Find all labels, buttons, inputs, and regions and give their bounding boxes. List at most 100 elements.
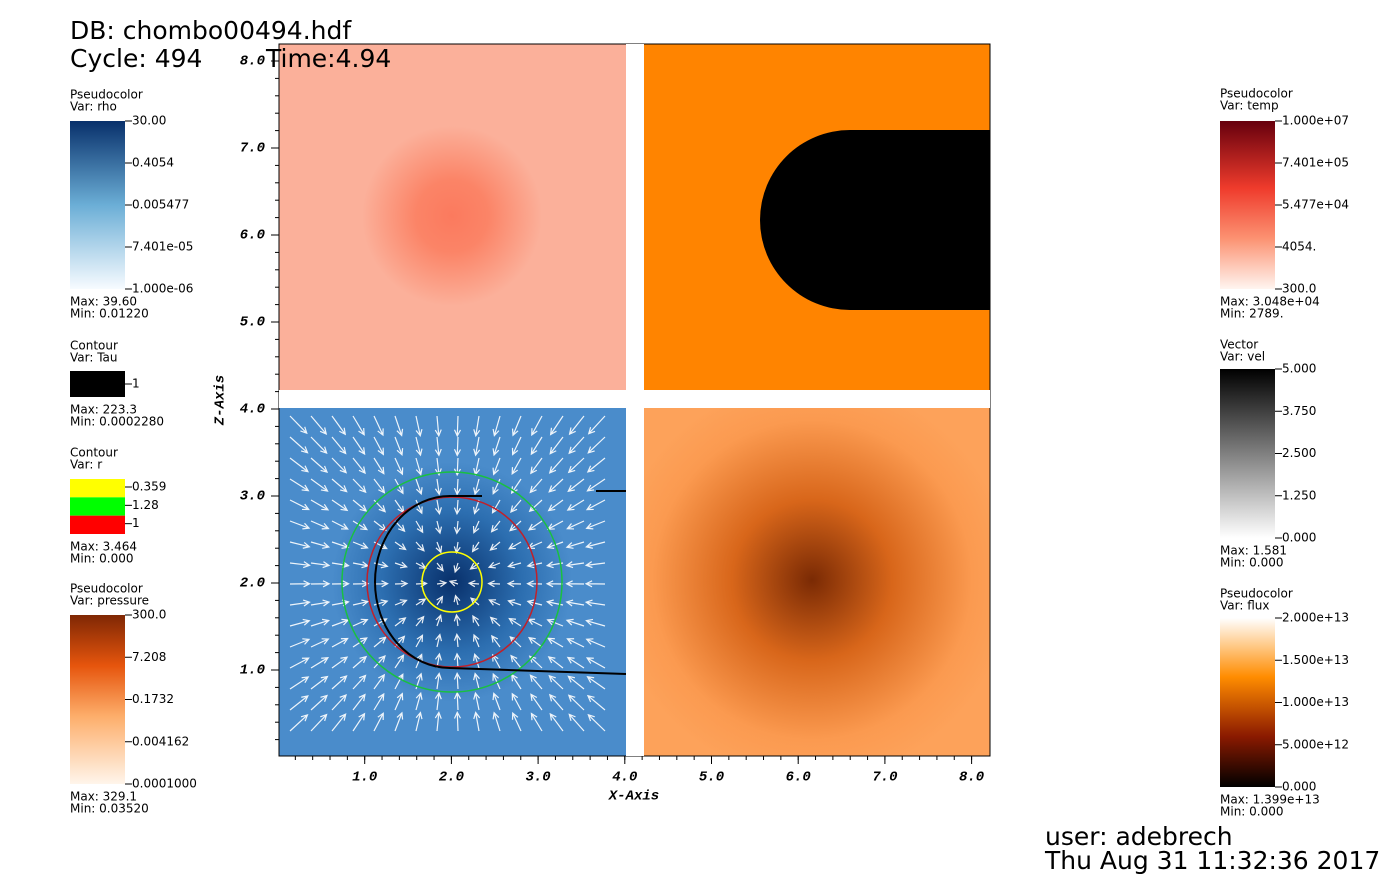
vector-arrow bbox=[415, 598, 427, 606]
x-tick-label: 4.0 bbox=[612, 770, 637, 786]
vector-arrow bbox=[586, 676, 606, 690]
legend-min: Min: 0.0002280 bbox=[70, 415, 164, 429]
vector-arrow bbox=[289, 618, 311, 627]
vector-arrow bbox=[527, 541, 543, 550]
vector-arrow bbox=[585, 541, 606, 549]
legend-max: Max: 329.1 bbox=[70, 790, 137, 804]
vector-arrow bbox=[492, 711, 501, 732]
x-tick-label: 1.0 bbox=[352, 770, 377, 786]
legend-label: 1.28 bbox=[132, 498, 159, 512]
vector-arrow bbox=[453, 613, 461, 627]
vector-arrow bbox=[394, 457, 404, 476]
vector-arrow bbox=[289, 457, 309, 473]
x-tick-label: 8.0 bbox=[959, 770, 984, 786]
vector-arrow bbox=[473, 499, 480, 515]
vector-arrow bbox=[310, 561, 331, 569]
vector-arrow bbox=[352, 457, 366, 475]
vector-arrow bbox=[373, 636, 387, 648]
vector-arrow bbox=[511, 711, 522, 732]
vector-arrow bbox=[394, 654, 405, 669]
legend-var: Var: vel bbox=[1220, 350, 1265, 364]
legend-min: Min: 0.03520 bbox=[70, 802, 149, 816]
vector-arrow bbox=[289, 478, 310, 492]
vector-arrow bbox=[453, 691, 461, 711]
vector-arrow bbox=[289, 714, 309, 732]
legend-label: 300.0 bbox=[1282, 282, 1316, 296]
y-tick-label: 3.0 bbox=[240, 489, 265, 505]
vector-arrow bbox=[331, 457, 348, 474]
vector-arrow bbox=[373, 520, 387, 532]
vector-arrow bbox=[434, 672, 442, 690]
vector-arrow bbox=[531, 415, 543, 437]
vector-arrow bbox=[549, 712, 564, 732]
vector-arrow bbox=[331, 415, 347, 436]
gap bbox=[279, 390, 990, 408]
legend-title: Contour bbox=[70, 446, 118, 460]
legend-label: 30.00 bbox=[132, 114, 166, 128]
y-axis-label: Z-Axis bbox=[213, 375, 229, 426]
legend-label: 1 bbox=[132, 377, 140, 391]
vector-arrow bbox=[492, 672, 501, 690]
legend-label: 0.005477 bbox=[132, 198, 189, 212]
legend-label: 0.1732 bbox=[132, 692, 174, 706]
vector-arrow bbox=[289, 676, 310, 690]
vector-arrow bbox=[331, 499, 349, 512]
legend-min: Min: 0.000 bbox=[1220, 556, 1284, 570]
vector-arrow bbox=[310, 478, 329, 492]
vector-arrow bbox=[415, 615, 425, 627]
vector-arrow bbox=[352, 655, 368, 669]
vector-arrow bbox=[492, 692, 501, 711]
legend-var: Var: r bbox=[70, 458, 102, 472]
vector-arrow bbox=[566, 656, 585, 669]
x-tick-label: 2.0 bbox=[439, 770, 464, 786]
time: Time:4.94 bbox=[265, 44, 391, 73]
vector-arrow bbox=[491, 634, 501, 648]
vector-arrow bbox=[473, 652, 480, 669]
vector-arrow bbox=[289, 657, 310, 669]
vector-arrow bbox=[566, 638, 585, 648]
vector-arrow bbox=[549, 436, 564, 455]
legend-max: Max: 223.3 bbox=[70, 403, 137, 417]
vector-arrow bbox=[331, 436, 347, 455]
legend-min: Min: 0.000 bbox=[70, 552, 134, 566]
vector-arrow bbox=[310, 713, 328, 732]
vector-arrow bbox=[565, 541, 585, 549]
vector-arrow bbox=[507, 541, 522, 550]
vector-arrow bbox=[585, 499, 606, 511]
vector-arrow bbox=[394, 673, 404, 690]
vector-arrow bbox=[373, 673, 386, 690]
vector-arrow bbox=[415, 520, 424, 534]
vector-arrow bbox=[310, 694, 328, 711]
legend-label: 7.401e+05 bbox=[1282, 156, 1349, 170]
x-tick-label: 5.0 bbox=[699, 770, 724, 786]
vector-arrow bbox=[585, 618, 606, 627]
vector-arrow bbox=[585, 520, 606, 530]
vector-arrow bbox=[510, 499, 522, 514]
vector-arrow bbox=[453, 633, 461, 648]
vector-arrow bbox=[434, 711, 442, 732]
vector-arrow bbox=[473, 415, 481, 438]
flux-field bbox=[644, 408, 990, 756]
vector-arrow bbox=[530, 712, 543, 732]
legend-bar bbox=[70, 615, 125, 784]
legend-min: Min: 2789. bbox=[1220, 307, 1284, 321]
contour-r bbox=[341, 471, 563, 693]
legend-bar bbox=[70, 121, 125, 289]
legend-min: Min: 0.000 bbox=[1220, 805, 1284, 819]
legend-label: 1.250 bbox=[1282, 488, 1316, 502]
vector-arrow bbox=[373, 436, 384, 456]
vector-arrow bbox=[585, 657, 606, 669]
vector-arrow bbox=[547, 637, 564, 648]
y-tick-label: 4.0 bbox=[240, 402, 265, 418]
vector-arrow bbox=[415, 691, 423, 711]
vector-arrow bbox=[289, 561, 311, 569]
legend-label: 5.477e+04 bbox=[1282, 198, 1349, 212]
vector-arrow bbox=[472, 614, 480, 627]
vector-arrow bbox=[527, 520, 543, 531]
legend-max: Max: 3.048e+04 bbox=[1220, 295, 1320, 309]
vector-arrow bbox=[289, 436, 309, 454]
vector-arrow bbox=[435, 541, 443, 554]
vector-arrow bbox=[394, 635, 406, 648]
vector-arrow bbox=[310, 638, 330, 648]
